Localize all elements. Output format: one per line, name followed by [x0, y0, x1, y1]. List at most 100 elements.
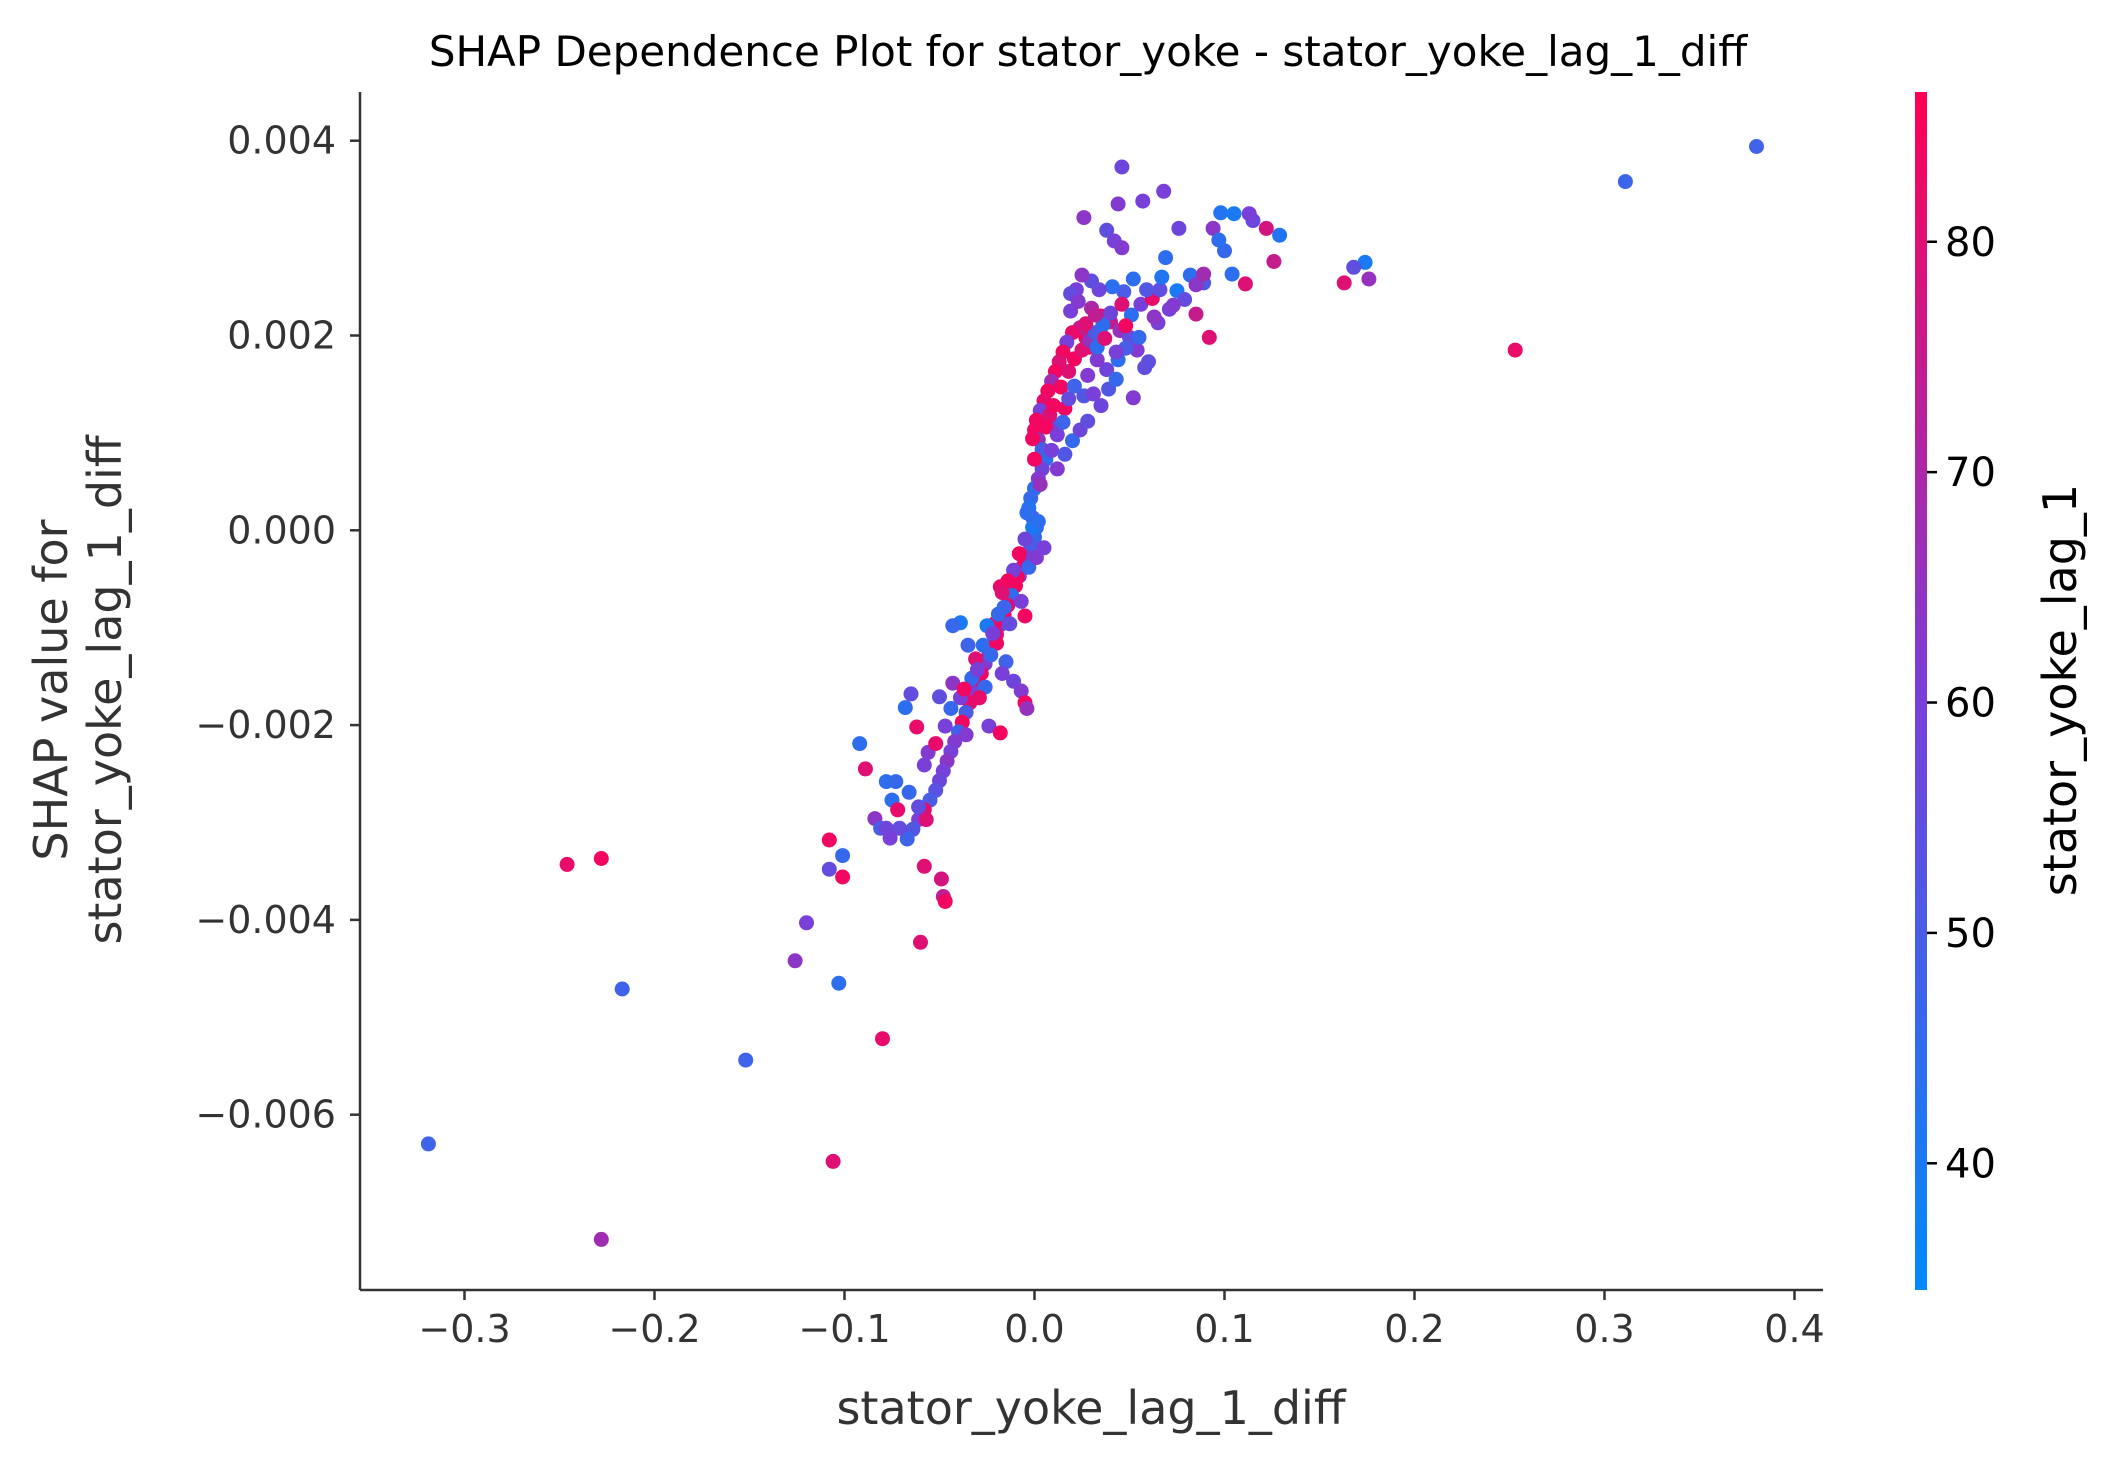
scatter-point: [1125, 390, 1141, 406]
x-tick-label: 0.3: [1574, 1307, 1634, 1351]
scatter-point: [933, 871, 949, 887]
y-tick-label: 0.004: [227, 119, 336, 163]
scatter-point: [994, 666, 1010, 681]
scatter-point: [992, 725, 1008, 741]
y-tick-label: −0.006: [195, 1093, 336, 1137]
scatter-point: [1080, 413, 1096, 429]
scatter-point: [1152, 282, 1168, 298]
scatter-point: [928, 736, 944, 752]
scatter-point: [971, 690, 987, 706]
colorbar-ticks: 40 50 60 70 80: [1927, 220, 1996, 1187]
scatter-point: [1065, 433, 1080, 449]
scatter-point: [1165, 297, 1181, 313]
scatter-point: [738, 1052, 754, 1068]
scatter-point: [1114, 240, 1130, 256]
scatter-point: [1099, 362, 1115, 378]
scatter-point: [903, 686, 919, 702]
x-tick-label: 0.0: [1004, 1307, 1064, 1351]
scatter-point: [1272, 227, 1288, 243]
scatter-point: [835, 848, 851, 864]
scatter-point: [1201, 329, 1217, 345]
y-tick-label: 0.002: [227, 313, 336, 357]
scatter-point: [1108, 371, 1124, 387]
scatter-point: [916, 858, 932, 874]
scatter-point: [1027, 451, 1042, 467]
x-tick-label: 0.4: [1764, 1307, 1824, 1351]
x-tick-label: 0.1: [1194, 1307, 1254, 1351]
scatter-point: [981, 718, 997, 734]
scatter-point: [1104, 279, 1120, 295]
scatter-point: [1188, 306, 1204, 322]
scatter-point: [1066, 378, 1082, 394]
scatter-point: [1188, 277, 1204, 293]
scatter-point: [1241, 206, 1257, 222]
scatter-point: [857, 761, 873, 777]
y-axis-label-line-2: stator_yoke_lag_1_diff: [78, 434, 132, 944]
scatter-point: [916, 757, 932, 773]
scatter-point: [958, 727, 974, 743]
scatter-point: [875, 1031, 890, 1047]
scatter-point: [1108, 344, 1124, 360]
scatter-point: [998, 654, 1014, 670]
scatter-point: [559, 856, 575, 872]
scatter-point: [1196, 266, 1212, 282]
scatter-point: [1116, 284, 1132, 300]
colorbar-tick-label: 60: [1945, 681, 1996, 727]
scatter-point: [835, 869, 851, 885]
scatter-point: [1139, 282, 1155, 298]
scatter-point: [897, 700, 913, 716]
scatter-point: [1617, 174, 1633, 190]
scatter-point: [1507, 342, 1523, 358]
x-tick-label: −0.2: [608, 1307, 700, 1351]
scatter-point: [1087, 307, 1103, 323]
scatter-point: [1093, 398, 1109, 414]
y-axis-ticks: 0.004 0.002 0.000 −0.002 −0.004 −0.006: [195, 119, 360, 1137]
x-tick-label: 0.2: [1384, 1307, 1444, 1351]
scatter-point: [970, 662, 985, 678]
scatter-point: [1346, 259, 1362, 275]
y-tick-label: 0.000: [227, 508, 336, 552]
chart-title: SHAP Dependence Plot for stator_yoke - s…: [429, 27, 1748, 76]
scatter-point: [1011, 546, 1027, 562]
x-axis-label: stator_yoke_lag_1_diff: [836, 1381, 1346, 1435]
scatter-point: [1114, 159, 1130, 175]
scatter-point: [825, 1153, 841, 1169]
scatter-point: [913, 934, 928, 950]
scatter-point: [1061, 391, 1077, 407]
scatter-point: [1000, 573, 1016, 589]
scatter-point: [1211, 232, 1227, 248]
scatter-point: [1002, 616, 1018, 632]
scatter-point: [888, 774, 904, 790]
scatter-point: [1749, 139, 1764, 154]
y-axis-label: SHAP value for stator_yoke_lag_1_diff: [24, 434, 132, 944]
scatter-point: [593, 851, 609, 866]
scatter-point: [1055, 414, 1071, 430]
scatter-point: [943, 701, 959, 716]
scatter-point: [1019, 701, 1035, 716]
scatter-point: [932, 689, 947, 705]
scatter-point: [799, 915, 814, 931]
colorbar: [1915, 92, 1927, 1290]
x-tick-label: −0.3: [418, 1307, 510, 1351]
scatter-point: [1131, 329, 1147, 345]
scatter-point: [1032, 477, 1048, 492]
scatter-point: [994, 585, 1010, 601]
scatter-point: [1224, 266, 1240, 282]
scatter-point: [985, 626, 1001, 641]
scatter-points: [420, 139, 1764, 1247]
scatter-point: [1053, 379, 1069, 395]
scatter-point: [1070, 293, 1086, 309]
scatter-point: [1013, 683, 1029, 699]
y-tick-label: −0.004: [195, 898, 336, 942]
scatter-point: [1049, 427, 1065, 443]
scatter-point: [960, 637, 976, 653]
scatter-point: [1226, 206, 1242, 222]
scatter-point: [1049, 461, 1065, 477]
scatter-point: [1125, 271, 1141, 287]
scatter-point: [1103, 305, 1118, 321]
colorbar-tick-label: 40: [1945, 1141, 1996, 1187]
scatter-point: [1357, 254, 1373, 270]
scatter-point: [821, 861, 837, 877]
scatter-point: [1213, 205, 1229, 221]
